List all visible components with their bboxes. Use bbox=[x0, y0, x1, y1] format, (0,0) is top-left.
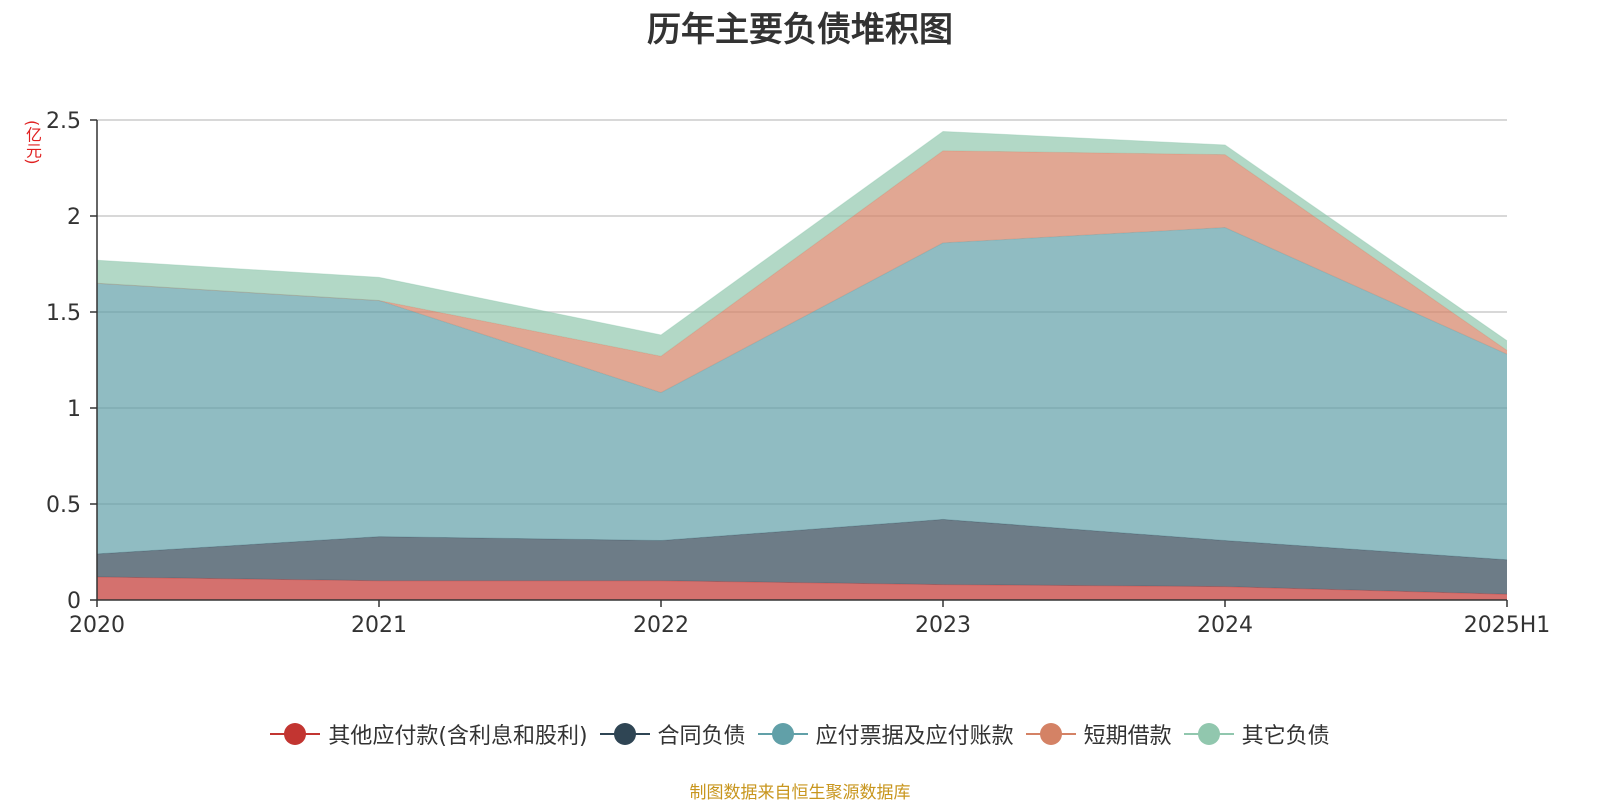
legend-dot bbox=[771, 723, 794, 745]
legend-item[interactable]: 合同负债 bbox=[599, 718, 746, 750]
y-tick-label: 0 bbox=[67, 589, 81, 614]
y-tick-label: 1 bbox=[67, 397, 81, 422]
legend-label: 短期借款 bbox=[1083, 724, 1172, 749]
x-tick-label: 2021 bbox=[351, 613, 407, 638]
tick-labels: 0 0.5 1 1.5 2 2.5 2020 2021 2022 2023 2024 2025H1 bbox=[46, 109, 1550, 638]
y-axis-unit-label: (亿元) bbox=[23, 120, 42, 165]
legend-dot bbox=[613, 723, 636, 745]
area-series-edge-5 bbox=[96, 130, 1508, 342]
legend-marker-icon bbox=[270, 721, 321, 747]
axes bbox=[90, 119, 1508, 607]
x-tick-label: 2023 bbox=[915, 613, 971, 638]
legend-item[interactable]: 短期借款 bbox=[1025, 718, 1172, 750]
area-series-5 bbox=[97, 131, 1507, 357]
legend-label: 其他应付款(含利息和股利) bbox=[328, 724, 588, 749]
x-tick-label: 2020 bbox=[69, 613, 125, 638]
source-note: 制图数据来自恒生聚源数据库 bbox=[689, 783, 911, 803]
x-tick-label: 2024 bbox=[1197, 613, 1253, 638]
area-series-1 bbox=[97, 577, 1507, 600]
legend-dot bbox=[1197, 723, 1220, 745]
legend-dot bbox=[284, 723, 307, 745]
y-tick-label: 0.5 bbox=[46, 493, 81, 518]
area-series-4 bbox=[97, 150, 1507, 393]
legend-marker-icon bbox=[757, 721, 808, 747]
x-tick-label: 2025H1 bbox=[1464, 613, 1551, 638]
y-tick-label: 2.5 bbox=[46, 109, 81, 134]
x-tick-label: 2022 bbox=[633, 613, 689, 638]
legend-marker-icon bbox=[1025, 721, 1076, 747]
legend-item[interactable]: 应付票据及应付账款 bbox=[757, 718, 1014, 750]
legend-item[interactable]: 其他应付款(含利息和股利) bbox=[270, 718, 588, 750]
area-series bbox=[96, 130, 1508, 600]
legend: 其他应付款(含利息和股利) 合同负债 应付票据及应付账款 短期借款 其它负债 bbox=[0, 718, 1600, 750]
stacked-area-chart: 0 0.5 1 1.5 2 2.5 2020 2021 2022 2023 2024 2025H1 bbox=[46, 109, 1550, 638]
area-series-3 bbox=[97, 227, 1507, 560]
y-tick-label: 1.5 bbox=[46, 301, 81, 326]
legend-label: 其它负债 bbox=[1241, 724, 1330, 749]
area-series-2 bbox=[97, 519, 1507, 595]
y-tick-label: 2 bbox=[67, 205, 81, 230]
legend-label: 应付票据及应付账款 bbox=[815, 724, 1014, 749]
legend-item[interactable]: 其它负债 bbox=[1183, 718, 1330, 750]
chart-title: 历年主要负债堆积图 bbox=[647, 10, 953, 50]
legend-label: 合同负债 bbox=[657, 724, 746, 749]
legend-dot bbox=[1039, 723, 1062, 745]
legend-marker-icon bbox=[599, 721, 650, 747]
legend-marker-icon bbox=[1183, 721, 1234, 747]
